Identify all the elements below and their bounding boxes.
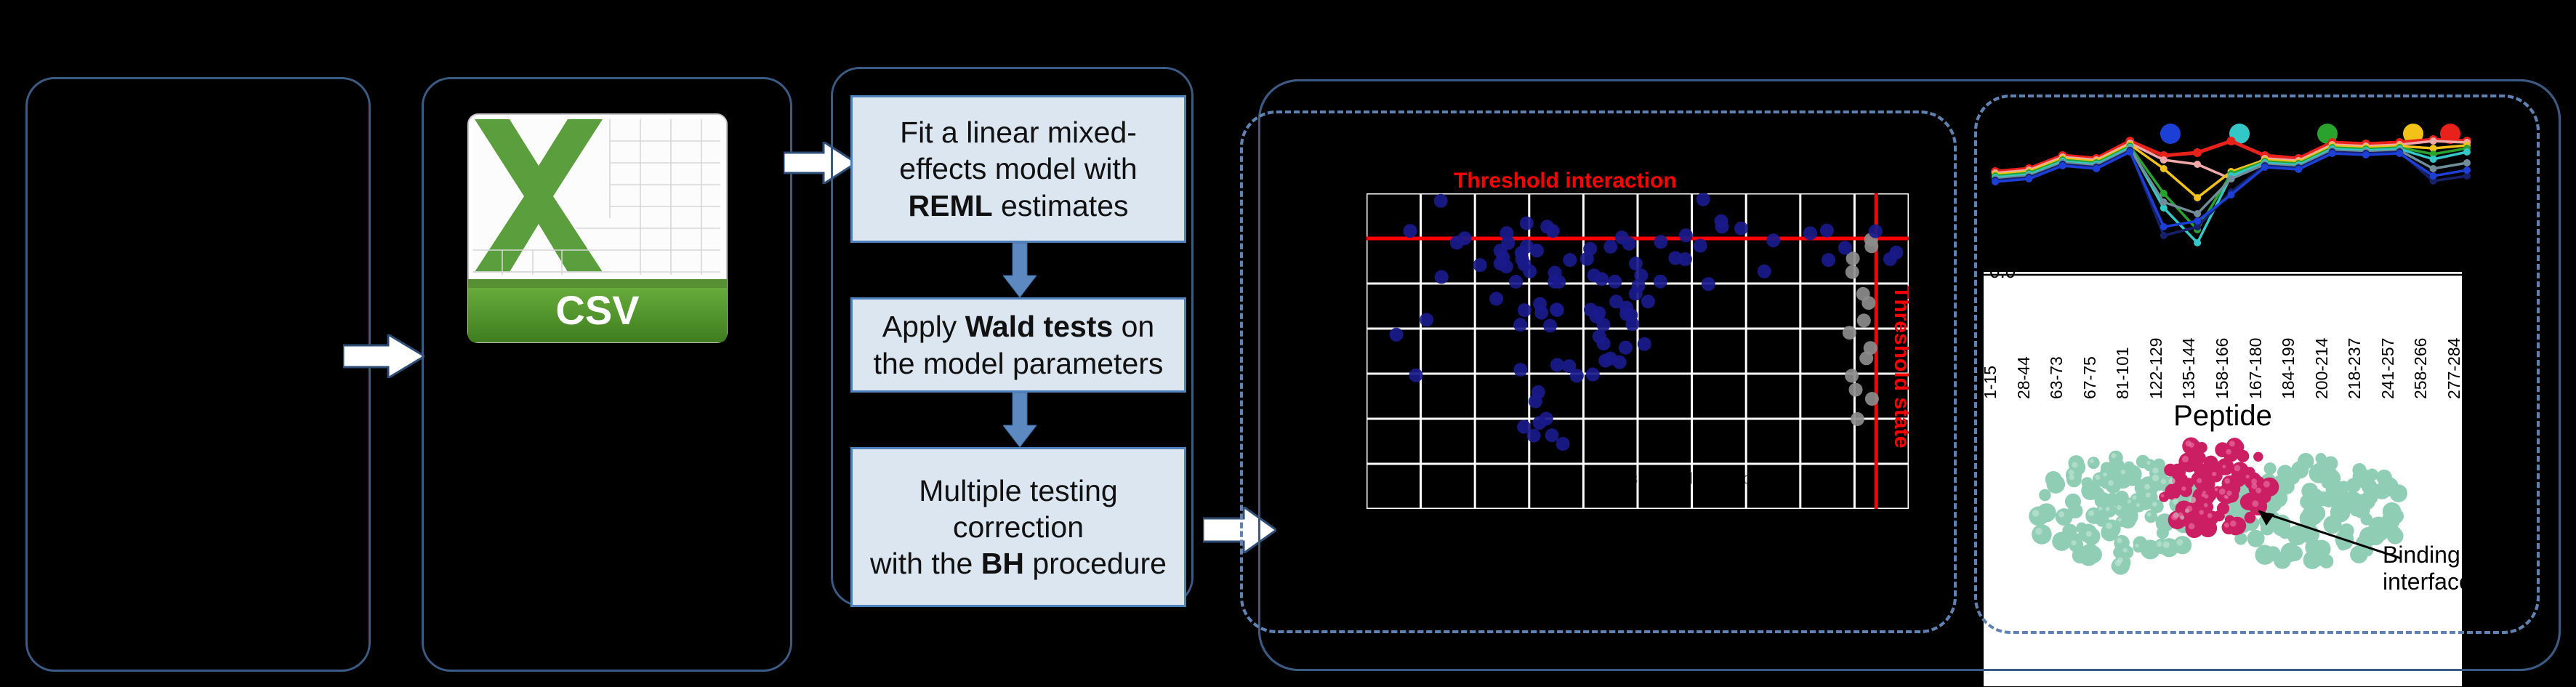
svg-text:CSV: CSV [555,287,639,333]
